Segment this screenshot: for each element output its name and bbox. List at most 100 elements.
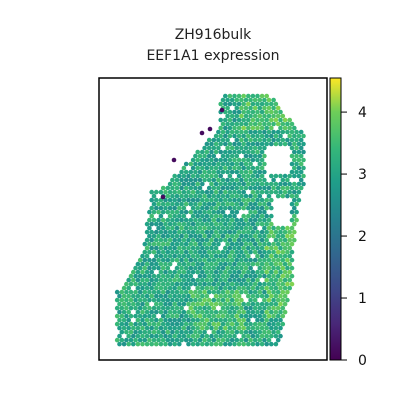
spot-point xyxy=(227,197,233,203)
spot-point xyxy=(218,117,223,123)
spot-point xyxy=(248,321,253,327)
spot-point xyxy=(229,257,235,263)
spot-point xyxy=(197,265,203,271)
spot-point xyxy=(202,313,207,319)
spot-point xyxy=(151,209,157,215)
spot-point xyxy=(131,293,136,299)
spot-point xyxy=(278,133,283,139)
spot-point xyxy=(147,209,152,215)
spot-point xyxy=(179,305,184,311)
spot-point xyxy=(183,313,189,319)
spot-point xyxy=(275,249,281,255)
spot-point xyxy=(202,161,207,167)
spot-point xyxy=(241,261,246,267)
spot-point xyxy=(278,309,283,315)
spot-point xyxy=(181,189,187,195)
spot-point xyxy=(239,297,244,303)
colorbar-tick-label: 0 xyxy=(358,353,367,369)
spot-point xyxy=(137,297,143,303)
spot-point xyxy=(128,273,134,279)
spot-point xyxy=(239,281,244,287)
spot-point xyxy=(257,265,263,271)
spot-point xyxy=(266,201,272,207)
spot-point xyxy=(181,261,187,267)
spot-point xyxy=(133,321,138,327)
spot-point xyxy=(248,289,253,295)
spot-point xyxy=(144,293,150,299)
spot-point xyxy=(206,297,212,303)
spot-point xyxy=(278,253,283,259)
spot-point xyxy=(273,309,279,315)
spot-point xyxy=(220,137,226,143)
spot-point xyxy=(236,285,242,291)
spot-point xyxy=(193,297,198,303)
spot-point xyxy=(236,189,242,195)
spot-point xyxy=(200,261,205,267)
spot-point xyxy=(229,273,235,279)
spot-point xyxy=(232,141,237,147)
spot-point xyxy=(264,141,270,147)
spot-point xyxy=(243,337,249,343)
spot-point xyxy=(262,185,267,191)
spot-point xyxy=(117,293,122,299)
spot-point xyxy=(287,173,293,179)
spot-point xyxy=(119,305,125,311)
spot-point xyxy=(229,121,235,127)
spot-point xyxy=(229,201,235,207)
spot-point xyxy=(179,337,184,343)
spot-point xyxy=(165,241,171,247)
spot-point xyxy=(202,321,207,327)
spot-point xyxy=(301,133,306,139)
spot-point xyxy=(206,241,212,247)
spot-point xyxy=(264,213,270,219)
spot-point xyxy=(195,157,200,163)
spot-point xyxy=(266,113,272,119)
spot-point xyxy=(156,249,161,255)
spot-point xyxy=(209,341,214,347)
spot-point xyxy=(209,149,214,155)
spot-point xyxy=(200,293,205,299)
spot-point xyxy=(239,241,244,247)
spot-point xyxy=(269,301,274,307)
spot-point xyxy=(177,293,182,299)
spot-point xyxy=(186,173,191,179)
spot-point xyxy=(262,177,267,183)
spot-point xyxy=(220,169,226,175)
spot-point xyxy=(149,261,154,267)
spot-point xyxy=(243,201,249,207)
spot-point xyxy=(165,209,171,215)
spot-point xyxy=(241,269,246,275)
spot-point xyxy=(114,321,120,327)
spot-point xyxy=(252,313,258,319)
spot-point xyxy=(183,217,189,223)
spot-point xyxy=(151,321,157,327)
spot-point xyxy=(296,181,302,187)
spot-point xyxy=(186,285,191,291)
spot-point xyxy=(158,333,164,339)
spot-point xyxy=(149,213,154,219)
spot-point xyxy=(246,165,251,171)
spot-point xyxy=(170,313,175,319)
spot-point xyxy=(209,301,214,307)
spot-point xyxy=(209,181,214,187)
spot-point xyxy=(163,229,168,235)
spot-point xyxy=(269,189,274,195)
spot-point xyxy=(211,185,217,191)
spot-point xyxy=(255,341,260,347)
spot-point xyxy=(282,125,288,131)
spot-point xyxy=(183,281,189,287)
spot-point xyxy=(211,177,217,183)
spot-point xyxy=(229,305,235,311)
spot-point xyxy=(200,149,205,155)
spot-point xyxy=(200,197,205,203)
spot-point xyxy=(280,193,286,199)
spot-point xyxy=(220,201,226,207)
spot-point xyxy=(195,197,200,203)
spot-point xyxy=(252,137,258,143)
spot-point xyxy=(287,133,293,139)
spot-point xyxy=(227,269,233,275)
spot-point xyxy=(172,325,177,331)
spot-point xyxy=(278,277,283,283)
spot-point xyxy=(197,217,203,223)
spot-point xyxy=(131,341,136,347)
